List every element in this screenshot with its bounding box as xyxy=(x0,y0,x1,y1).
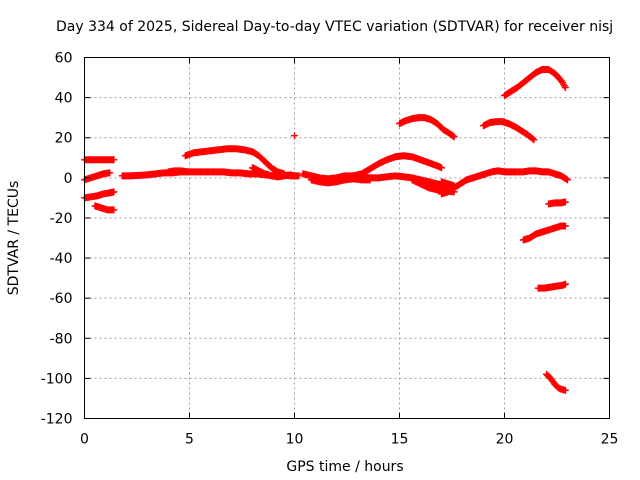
series-arc-t xyxy=(545,198,569,208)
data-point xyxy=(449,132,457,140)
series-arc-i xyxy=(291,132,298,140)
data-point xyxy=(291,172,298,180)
series-arc-a xyxy=(81,156,118,164)
data-point xyxy=(564,176,571,184)
x-tick-label: 20 xyxy=(496,432,514,448)
y-tick-label: 0 xyxy=(64,171,73,187)
chart-title: Day 334 of 2025, Sidereal Day-to-day VTE… xyxy=(56,19,613,35)
y-tick-label: 20 xyxy=(55,131,73,147)
data-point xyxy=(110,156,118,164)
y-tick-label: -80 xyxy=(50,331,73,347)
data-point xyxy=(366,176,374,184)
x-tick-label: 25 xyxy=(601,432,619,448)
data-point xyxy=(561,84,569,92)
data-point xyxy=(561,222,569,230)
data-point xyxy=(450,182,458,190)
series-arc-k xyxy=(307,175,374,187)
series-arc-g xyxy=(165,167,191,176)
series-arc-f xyxy=(181,145,288,178)
data-point xyxy=(561,386,569,394)
data-point xyxy=(110,188,118,196)
data-point xyxy=(291,132,298,140)
x-axis-label: GPS time / hours xyxy=(286,459,403,475)
x-tick-label: 15 xyxy=(391,432,409,448)
data-point xyxy=(110,206,118,214)
data-marks xyxy=(81,66,571,394)
series-arc-u xyxy=(534,280,569,292)
grid-layer xyxy=(84,57,610,419)
series-arc-d xyxy=(91,202,118,214)
axis-ticks: -120 -100 -80 -60 -40 -20 0 20 40 60 0 5 10 15 20 25 xyxy=(41,51,619,448)
y-tick-label: -60 xyxy=(50,291,73,307)
series-arc-v xyxy=(543,370,569,394)
series-arc-o xyxy=(438,178,458,190)
series-arc-r xyxy=(501,66,569,100)
data-point xyxy=(529,135,537,143)
series-arc-h xyxy=(249,164,298,181)
y-tick-label: -40 xyxy=(50,251,73,267)
data-point xyxy=(561,280,569,288)
series-arc-l xyxy=(349,152,445,180)
data-point xyxy=(530,136,538,144)
data-point xyxy=(561,198,569,206)
y-tick-label: 40 xyxy=(55,91,73,107)
data-point xyxy=(438,164,445,172)
data-point xyxy=(450,133,458,141)
y-tick-label: -100 xyxy=(41,371,73,387)
y-tick-label: -20 xyxy=(50,211,73,227)
y-tick-label: 60 xyxy=(55,51,73,67)
x-tick-label: 0 xyxy=(80,432,89,448)
series-arc-c xyxy=(81,188,118,202)
series-arc-s xyxy=(519,222,569,244)
series-arc-p xyxy=(396,114,458,141)
data-point xyxy=(183,168,191,176)
data-point xyxy=(106,169,114,177)
y-axis-label: SDTVAR / TECUs xyxy=(6,181,22,296)
series-arc-q xyxy=(480,118,538,144)
x-tick-label: 5 xyxy=(185,432,194,448)
series-arc-n xyxy=(438,167,571,198)
plot-frame xyxy=(84,57,610,419)
y-tick-label: -120 xyxy=(41,412,73,428)
series-arc-b xyxy=(81,169,114,184)
x-tick-label: 10 xyxy=(286,432,304,448)
